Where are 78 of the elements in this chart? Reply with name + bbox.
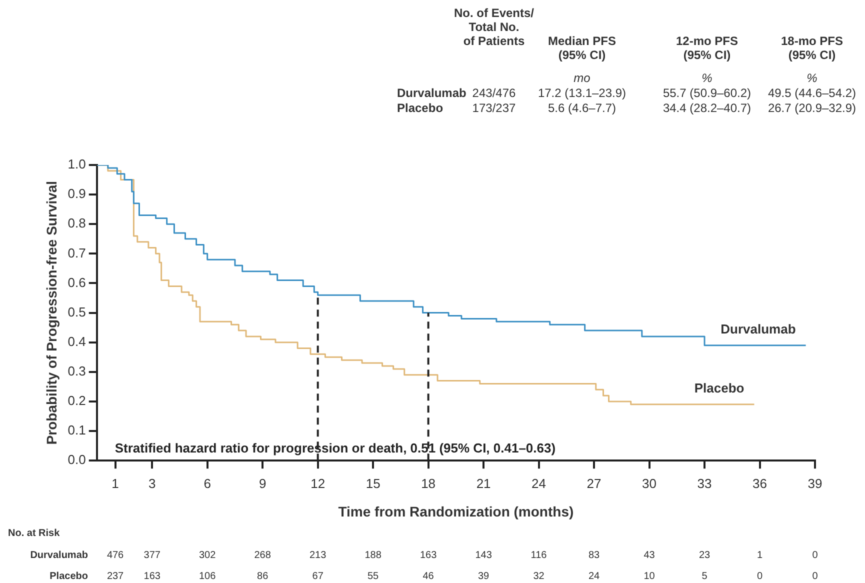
text: 1 bbox=[756, 549, 764, 563]
text: No. at Risk bbox=[8, 527, 60, 541]
text: 268 bbox=[253, 549, 272, 563]
text: 0 bbox=[811, 549, 819, 563]
text: 49.5 (44.6–54.2) bbox=[768, 86, 856, 100]
text: Placebo bbox=[50, 570, 88, 583]
y-tick-label: 1.0 bbox=[68, 156, 86, 172]
y-tick-label: 0.8 bbox=[68, 216, 86, 231]
text: 5 bbox=[700, 570, 708, 583]
text: 476 bbox=[106, 549, 125, 563]
text: 0 bbox=[811, 570, 819, 583]
text: Placebo bbox=[397, 101, 444, 115]
text: 83 bbox=[587, 549, 601, 563]
x-tick-label: 36 bbox=[752, 476, 767, 491]
text: 10 bbox=[642, 570, 656, 583]
y-tick-label: 0.1 bbox=[68, 422, 86, 438]
x-tick-label: 1 bbox=[112, 476, 119, 491]
x-tick-label: 30 bbox=[642, 476, 657, 491]
text: 26.7 (20.9–32.9) bbox=[768, 101, 856, 115]
text: 188 bbox=[364, 549, 382, 563]
text: 143 bbox=[474, 549, 493, 563]
series-label: Placebo bbox=[694, 380, 744, 396]
text: 18-mo PFS (95% CI) bbox=[780, 34, 844, 62]
x-tick-label: 21 bbox=[476, 476, 491, 491]
x-tick-label: 12 bbox=[310, 476, 326, 491]
text: 377 bbox=[142, 549, 162, 563]
text: 17.2 (13.1–23.9) bbox=[538, 86, 626, 100]
text: 213 bbox=[308, 549, 328, 563]
text: 43 bbox=[642, 549, 656, 563]
x-tick-label: 39 bbox=[808, 476, 822, 491]
text: 116 bbox=[530, 549, 548, 563]
y-tick-label: 0.5 bbox=[68, 304, 86, 320]
text: No. of Events/ Total No. of Patients bbox=[454, 6, 534, 48]
text: Durvalumab bbox=[30, 549, 88, 563]
text: 46 bbox=[422, 570, 435, 583]
y-tick-label: 0.0 bbox=[68, 452, 86, 468]
x-tick-label: 24 bbox=[532, 476, 546, 491]
x-tick-label: 9 bbox=[258, 476, 266, 491]
text: 243/476 bbox=[472, 86, 516, 100]
text: 0 bbox=[756, 570, 764, 583]
text: Durvalumab bbox=[397, 86, 466, 100]
text: 86 bbox=[256, 570, 270, 583]
text: 163 bbox=[418, 549, 438, 563]
x-axis-title: Time from Randomization (months) bbox=[338, 503, 574, 520]
text: 24 bbox=[587, 570, 601, 583]
text: 32 bbox=[532, 570, 546, 583]
y-tick-label: 0.6 bbox=[68, 274, 86, 290]
text: 23 bbox=[698, 549, 712, 563]
y-tick-label: 0.9 bbox=[68, 186, 86, 202]
text: 39 bbox=[476, 570, 490, 583]
y-tick-label: 0.7 bbox=[68, 245, 86, 260]
text: % bbox=[702, 71, 712, 85]
text: 12-mo PFS (95% CI) bbox=[676, 34, 738, 62]
annotation: Stratified hazard ratio for progression or death, 0.51 (95% CI, 0.41–0.63) bbox=[114, 440, 556, 456]
y-tick-label: 0.4 bbox=[68, 334, 86, 349]
x-tick-label: 33 bbox=[697, 476, 712, 491]
text: 237 bbox=[106, 570, 125, 583]
text: % bbox=[806, 71, 818, 85]
text: mo bbox=[574, 71, 590, 85]
y-tick-label: 0.3 bbox=[68, 364, 86, 378]
text: 55.7 (50.9–60.2) bbox=[662, 86, 752, 100]
text: 173/237 bbox=[472, 101, 516, 115]
text: 106 bbox=[198, 570, 217, 583]
text: 67 bbox=[311, 570, 324, 583]
series-label: Durvalumab bbox=[720, 321, 796, 336]
x-tick-label: 6 bbox=[204, 476, 211, 491]
y-axis-title: Probability of Progression-free Survival bbox=[43, 180, 60, 445]
text: 163 bbox=[142, 570, 162, 583]
y-tick-label: 0.2 bbox=[68, 393, 86, 408]
x-tick-label: 18 bbox=[421, 476, 436, 491]
text: 302 bbox=[198, 549, 217, 563]
text: 5.6 (4.6–7.7) bbox=[548, 101, 616, 115]
x-tick-label: 27 bbox=[586, 476, 602, 491]
text: 55 bbox=[366, 570, 380, 583]
text: 34.4 (28.2–40.7) bbox=[662, 101, 752, 115]
text: Median PFS (95% CI) bbox=[548, 34, 616, 62]
x-tick-label: 3 bbox=[148, 476, 156, 491]
x-tick-label: 15 bbox=[366, 476, 380, 491]
